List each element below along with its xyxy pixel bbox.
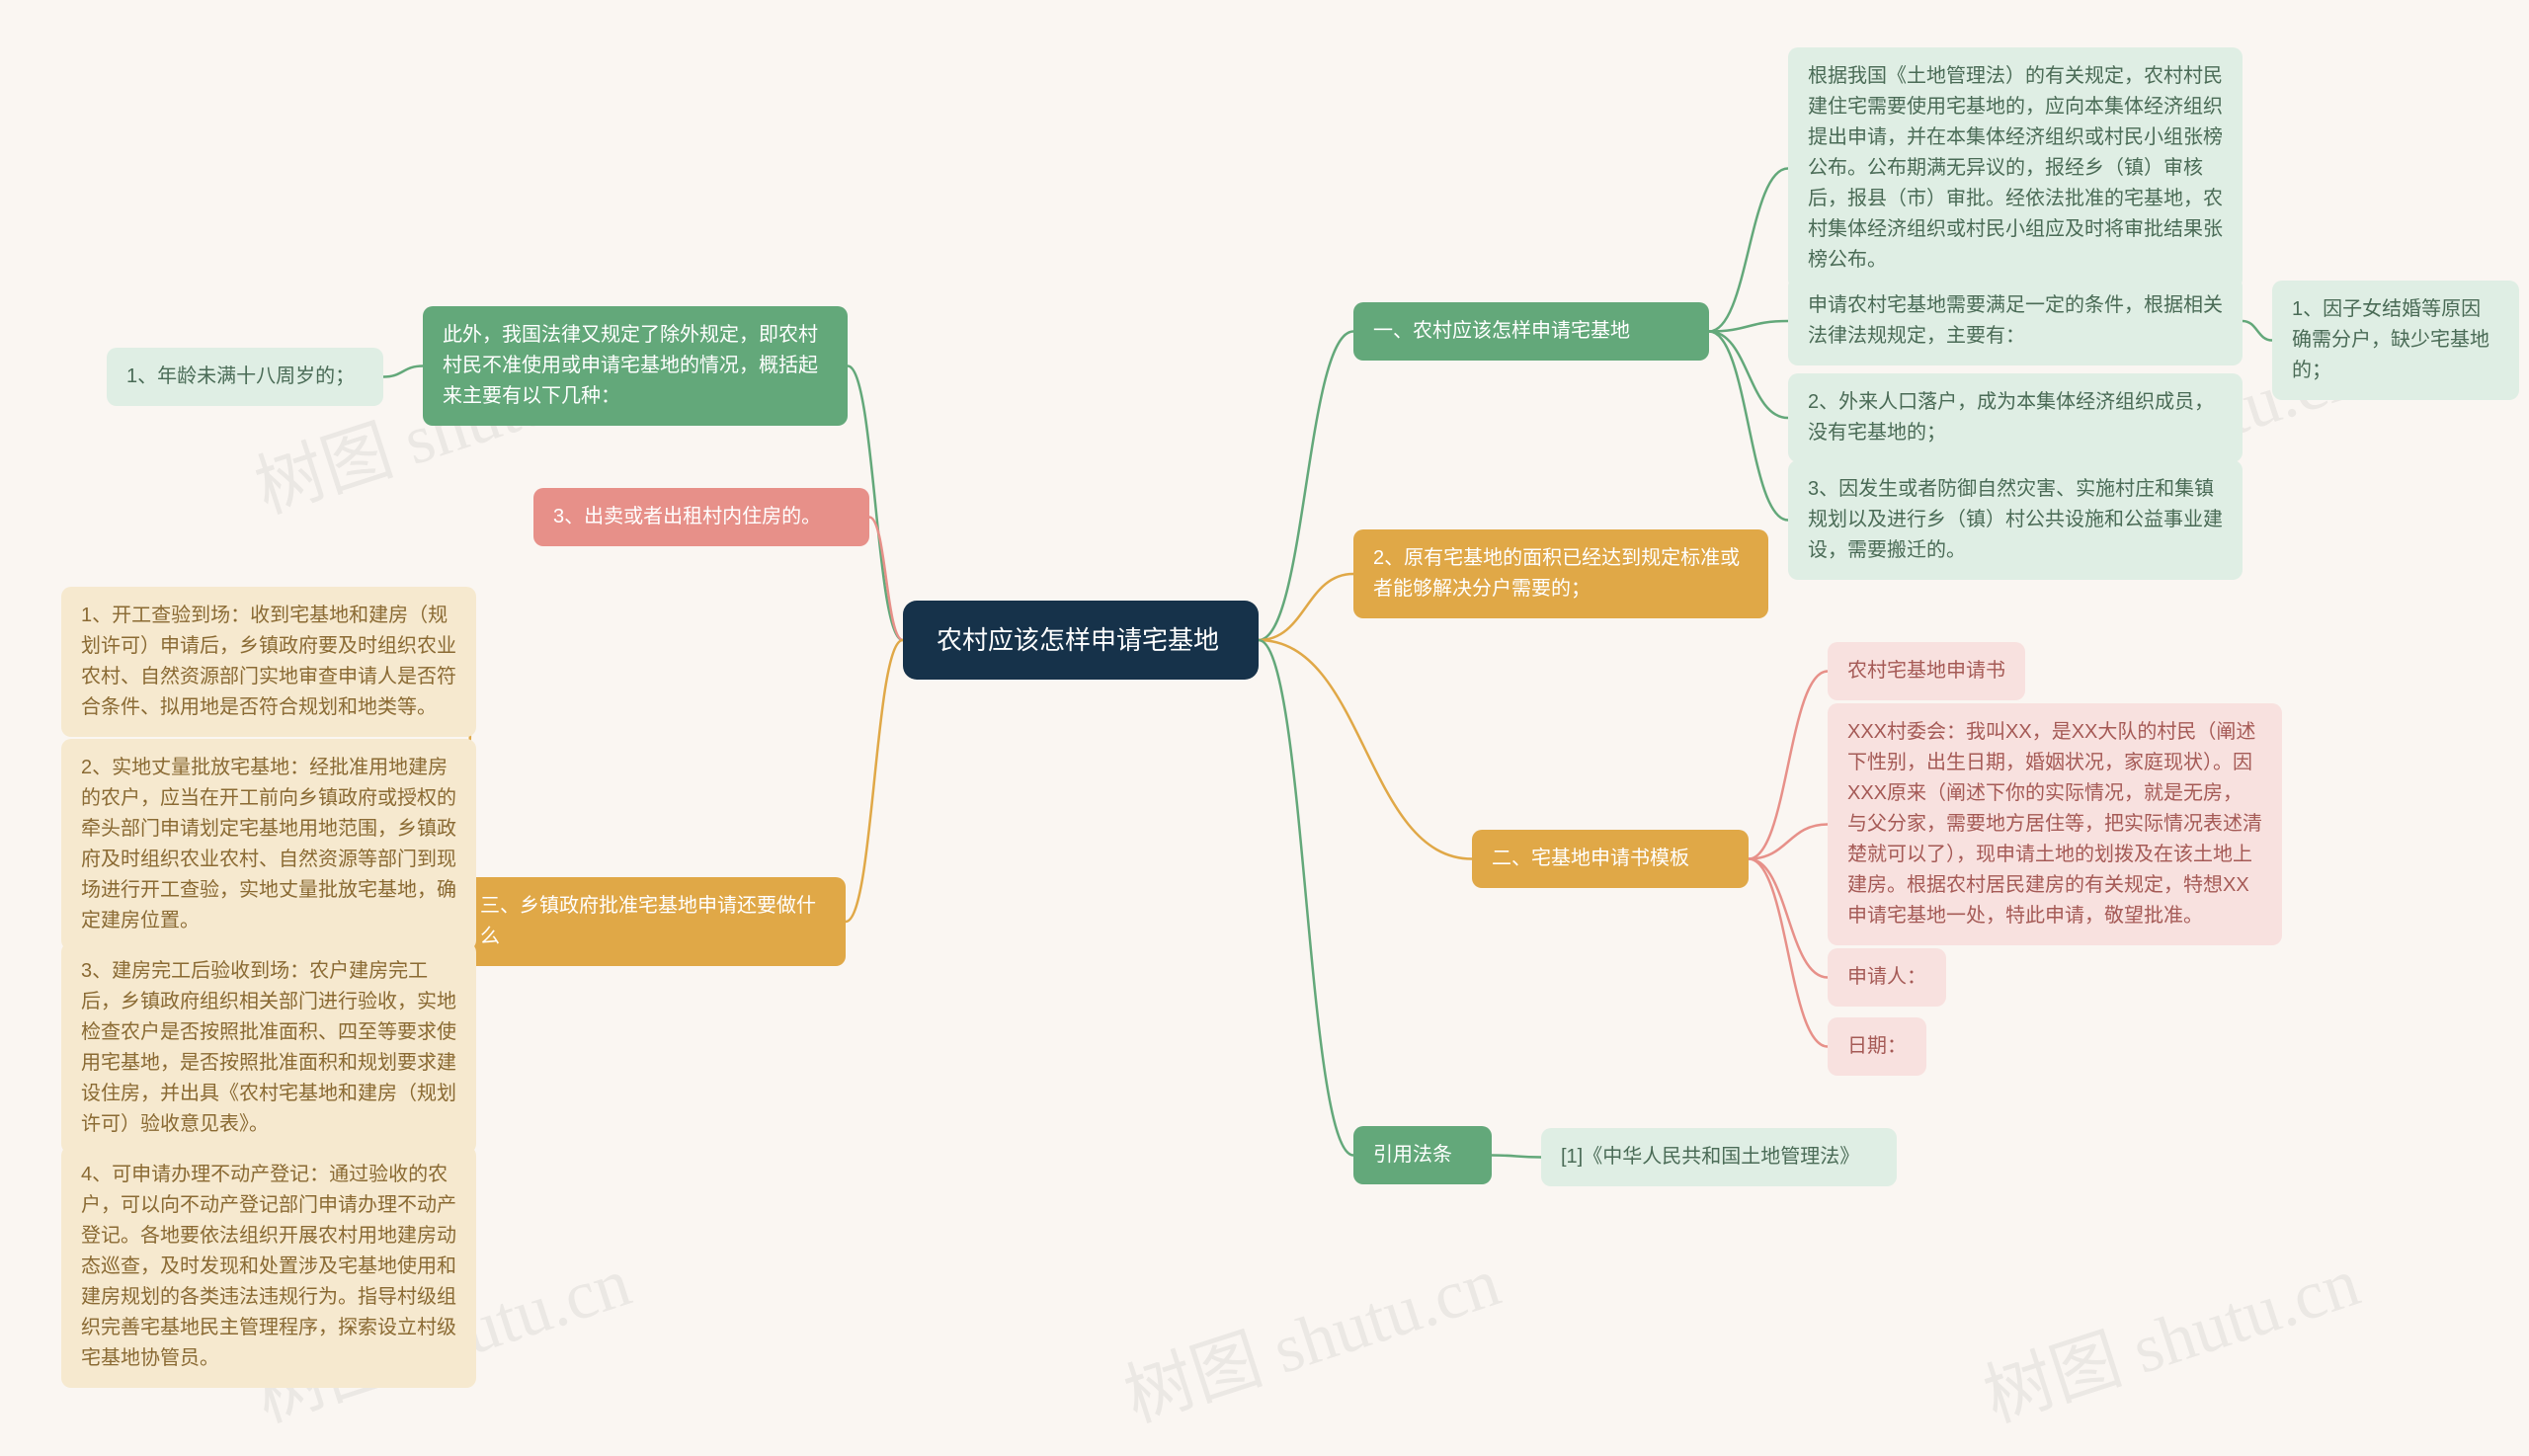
node-s3b[interactable]: XXX村委会：我叫XX，是XX大队的村民（阐述下性别，出生日期，婚姻状况，家庭现… (1828, 703, 2282, 945)
node-s3d[interactable]: 日期： (1828, 1017, 1926, 1076)
node-s1c[interactable]: 2、外来人口落户，成为本集体经济组织成员，没有宅基地的； (1788, 373, 2243, 462)
node-l3c[interactable]: 3、建房完工后验收到场：农户建房完工后，乡镇政府组织相关部门进行验收，实地检查农… (61, 942, 476, 1154)
node-s1d[interactable]: 3、因发生或者防御自然灾害、实施村庄和集镇规划以及进行乡（镇）村公共设施和公益事… (1788, 460, 2243, 580)
node-left-3[interactable]: 三、乡镇政府批准宅基地申请还要做什么 (460, 877, 846, 966)
node-left-2[interactable]: 3、出卖或者出租村内住房的。 (533, 488, 869, 546)
node-s3a[interactable]: 农村宅基地申请书 (1828, 642, 2025, 700)
node-section-2[interactable]: 2、原有宅基地的面积已经达到规定标准或者能够解决分户需要的； (1353, 529, 1768, 618)
node-section-1[interactable]: 一、农村应该怎样申请宅基地 (1353, 302, 1709, 361)
watermark: 树图 shutu.cn (1970, 1227, 2370, 1441)
node-s4a[interactable]: [1]《中华人民共和国土地管理法》 (1541, 1128, 1897, 1186)
node-l3b[interactable]: 2、实地丈量批放宅基地：经批准用地建房的农户，应当在开工前向乡镇政府或授权的牵头… (61, 739, 476, 950)
node-section-4[interactable]: 引用法条 (1353, 1126, 1492, 1184)
mindmap-canvas: 树图 shutu.cn 树图 shutu.cn 树图 shutu.cn 树图 s… (0, 0, 2529, 1456)
center-node[interactable]: 农村应该怎样申请宅基地 (903, 601, 1259, 680)
node-l3a[interactable]: 1、开工查验到场：收到宅基地和建房（规划许可）申请后，乡镇政府要及时组织农业农村… (61, 587, 476, 737)
node-l3d[interactable]: 4、可申请办理不动产登记：通过验收的农户，可以向不动产登记部门申请办理不动产登记… (61, 1146, 476, 1388)
node-l1a[interactable]: 1、年龄未满十八周岁的； (107, 348, 383, 406)
node-s1b1[interactable]: 1、因子女结婚等原因确需分户，缺少宅基地的； (2272, 281, 2519, 400)
node-left-1[interactable]: 此外，我国法律又规定了除外规定，即农村村民不准使用或申请宅基地的情况，概括起来主… (423, 306, 848, 426)
node-s1a[interactable]: 根据我国《土地管理法）的有关规定，农村村民建住宅需要使用宅基地的，应向本集体经济… (1788, 47, 2243, 289)
node-section-3[interactable]: 二、宅基地申请书模板 (1472, 830, 1749, 888)
node-s3c[interactable]: 申请人： (1828, 948, 1946, 1007)
watermark: 树图 shutu.cn (1110, 1227, 1510, 1441)
node-s1b[interactable]: 申请农村宅基地需要满足一定的条件，根据相关法律法规规定，主要有： (1788, 277, 2243, 365)
